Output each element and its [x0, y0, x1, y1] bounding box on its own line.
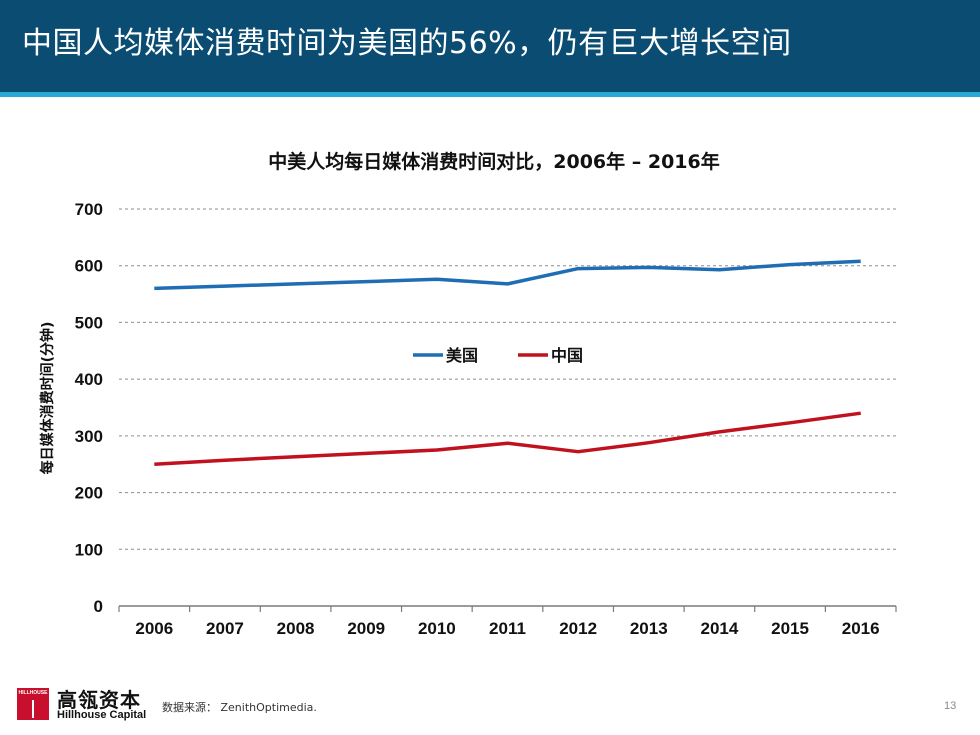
x-tick-2014: 2014	[700, 619, 738, 638]
header-accent-rule	[0, 92, 980, 97]
brand-name-en: Hillhouse Capital	[57, 709, 147, 721]
chart-title: 中美人均每日媒体消费时间对比，2006年 – 2016年	[268, 150, 720, 173]
y-tick-500: 500	[75, 313, 103, 332]
legend: 美国 中国	[413, 346, 583, 365]
y-tick-700: 700	[75, 200, 103, 219]
x-tick-2007: 2007	[206, 619, 244, 638]
y-tick-300: 300	[75, 427, 103, 446]
series-lines	[154, 259, 861, 466]
grid-lines	[119, 208, 896, 550]
series-line-1	[154, 411, 861, 466]
slide-title: 中国人均媒体消费时间为美国的56%，仍有巨大增长空间	[22, 26, 792, 61]
y-axis-label: 每日媒体消费时间(分钟)	[39, 322, 56, 475]
slide-header: 中国人均媒体消费时间为美国的56%，仍有巨大增长空间	[0, 0, 980, 92]
data-source: 数据来源： ZenithOptimedia.	[162, 701, 317, 714]
hillhouse-logo: HILLHOUSE	[17, 688, 49, 720]
x-tick-2006: 2006	[135, 619, 173, 638]
y-tick-600: 600	[75, 257, 103, 276]
x-tick-2010: 2010	[418, 619, 456, 638]
y-tick-100: 100	[75, 540, 103, 559]
y-tick-400: 400	[75, 370, 103, 389]
brand-name-cn: 高瓴资本	[57, 688, 141, 712]
x-tick-2009: 2009	[347, 619, 385, 638]
x-tick-2008: 2008	[277, 619, 315, 638]
y-tick-200: 200	[75, 484, 103, 503]
y-axis-ticks: 0 100 200 300 400 500 600 700	[75, 200, 103, 616]
legend-label-1: 中国	[551, 346, 583, 365]
x-axis: 2006 2007 2008 2009 2010 2011 2012 2013 2014 2015…	[118, 605, 897, 638]
page-number: 13	[944, 700, 957, 712]
series-line-0	[154, 259, 861, 291]
line-chart: 中美人均每日媒体消费时间对比，2006年 – 2016年 0 100 200 300 4…	[39, 150, 897, 638]
x-tick-2013: 2013	[630, 619, 668, 638]
logo-text: HILLHOUSE	[18, 690, 48, 696]
x-tick-2011: 2011	[489, 619, 526, 638]
x-tick-2012: 2012	[559, 619, 597, 638]
legend-label-0: 美国	[446, 346, 478, 365]
x-tick-2016: 2016	[842, 619, 880, 638]
x-tick-2015: 2015	[771, 619, 809, 638]
y-tick-0: 0	[94, 597, 103, 616]
